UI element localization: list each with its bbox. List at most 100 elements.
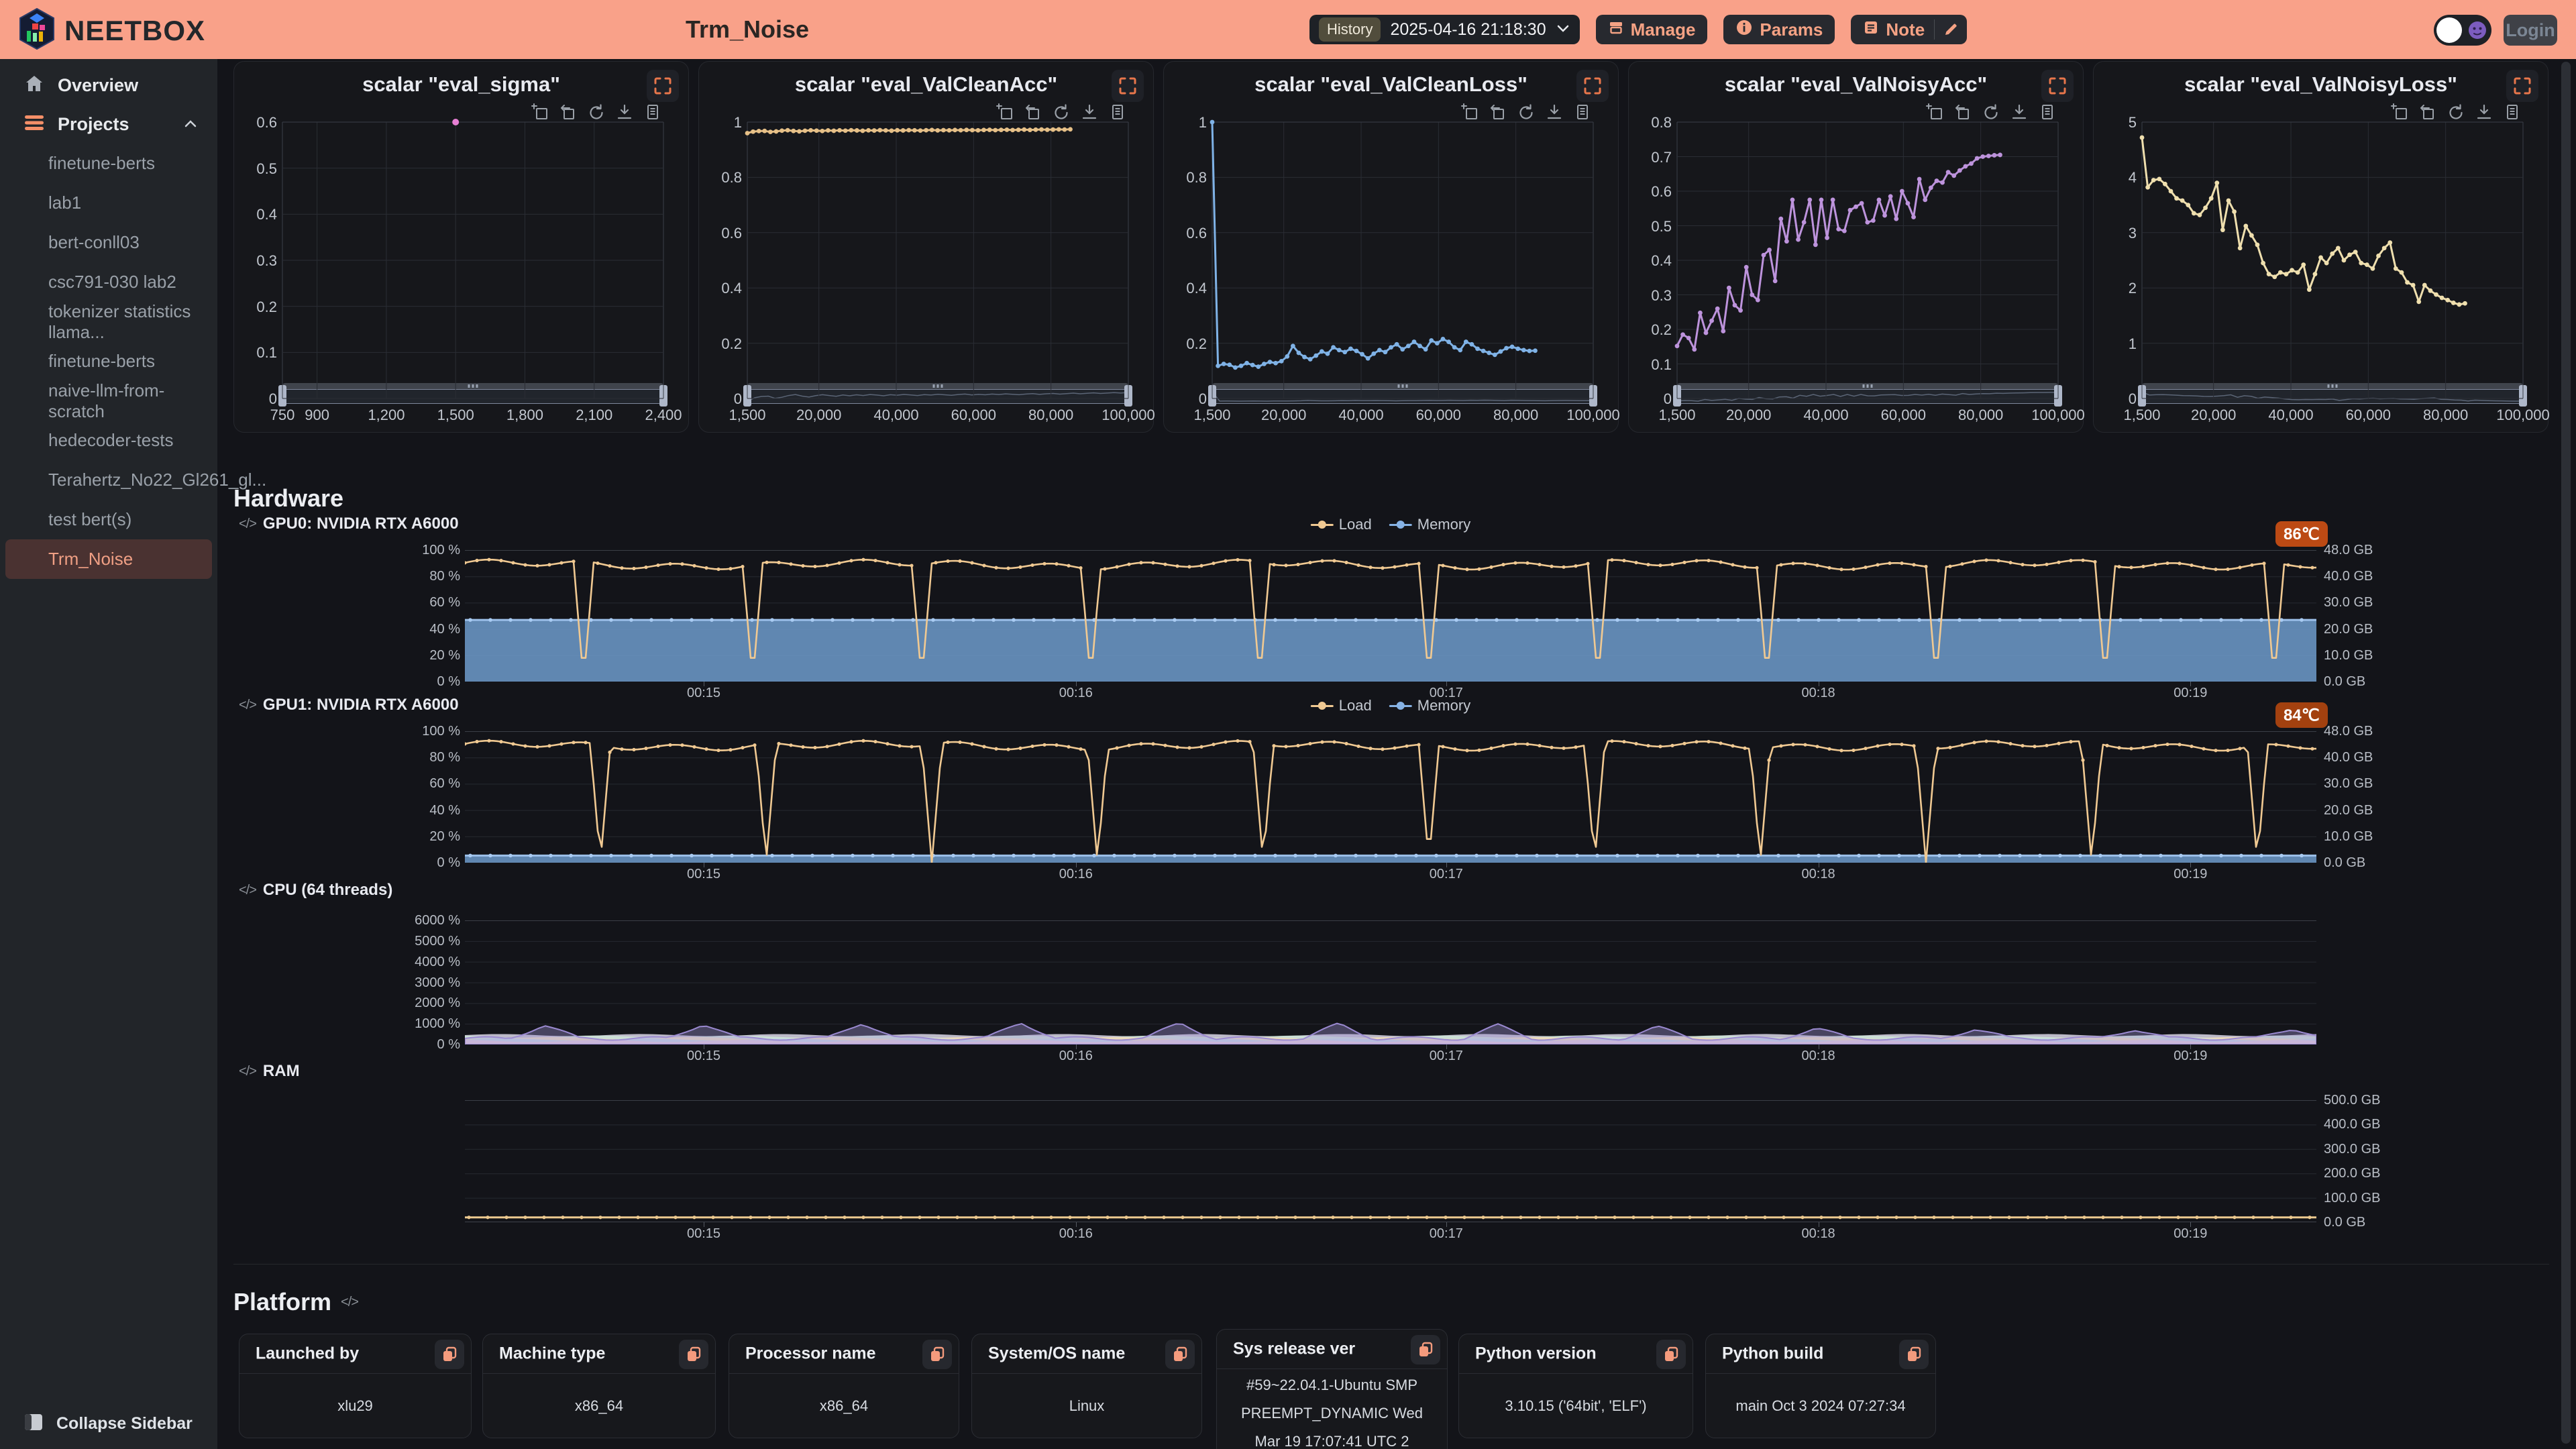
datazoom-slider[interactable] <box>1208 383 1597 407</box>
project-label: Terahertz_No22_Gl261_gl... <box>48 470 267 490</box>
zoom-select-icon[interactable] <box>531 103 549 124</box>
sidebar-project-item[interactable]: csc791-030 lab2 <box>0 262 217 302</box>
copy-button[interactable] <box>922 1340 952 1369</box>
datazoom-track[interactable] <box>747 383 1128 389</box>
project-label: Trm_Noise <box>48 549 133 569</box>
datazoom-handle-right[interactable] <box>1589 385 1597 407</box>
note-button[interactable]: Note <box>1851 19 1934 40</box>
datazoom-handle-left[interactable] <box>278 385 286 407</box>
history-dropdown[interactable]: History 2025-04-16 21:18:30 <box>1309 15 1580 44</box>
time-axis-label: 00:18 <box>1801 867 1835 881</box>
datazoom-handle-left[interactable] <box>2138 385 2146 407</box>
sidebar-project-item[interactable]: bert-conll03 <box>0 223 217 262</box>
copy-button[interactable] <box>1899 1340 1929 1369</box>
sidebar-project-item[interactable]: tokenizer statistics llama... <box>0 301 217 342</box>
datazoom-track[interactable] <box>1677 383 2058 389</box>
data-view-icon[interactable] <box>2039 103 2056 124</box>
datazoom-slider[interactable] <box>2138 383 2527 407</box>
zoom-reset-icon[interactable] <box>1024 103 1042 124</box>
sidebar-project-item[interactable]: lab1 <box>0 183 217 223</box>
zoom-select-icon[interactable] <box>996 103 1014 124</box>
sidebar-project-item[interactable]: hedecoder-tests <box>0 421 217 460</box>
copy-button[interactable] <box>679 1340 708 1369</box>
datazoom-window[interactable] <box>282 389 663 404</box>
maximize-button[interactable] <box>647 70 679 102</box>
copy-button[interactable] <box>435 1340 464 1369</box>
refresh-icon[interactable] <box>1982 103 2000 124</box>
datazoom-window[interactable] <box>1677 389 2058 404</box>
sidebar-project-item[interactable]: naive-llm-from-scratch <box>0 380 217 421</box>
copy-button[interactable] <box>1411 1335 1440 1364</box>
download-icon[interactable] <box>1546 103 1563 124</box>
manage-button[interactable]: Manage <box>1595 15 1708 44</box>
theme-toggle[interactable] <box>2434 15 2491 46</box>
y-axis-tick-label: 0.1 <box>256 344 277 362</box>
legend-item[interactable]: Load <box>1310 516 1372 533</box>
data-view-icon[interactable] <box>2504 103 2521 124</box>
x-axis-tick-label: 900 <box>305 407 329 423</box>
login-button[interactable]: Login <box>2504 15 2557 46</box>
zoom-reset-icon[interactable] <box>1489 103 1507 124</box>
sidebar-project-item[interactable]: finetune-berts <box>0 341 217 381</box>
datazoom-slider[interactable] <box>1673 383 2062 407</box>
refresh-icon[interactable] <box>2447 103 2465 124</box>
sidebar-project-item[interactable]: Trm_Noise <box>5 539 212 579</box>
download-icon[interactable] <box>1081 103 1098 124</box>
collapse-sidebar-button[interactable]: Collapse Sidebar <box>24 1413 193 1434</box>
zoom-reset-icon[interactable] <box>2419 103 2436 124</box>
refresh-icon[interactable] <box>1053 103 1070 124</box>
copy-button[interactable] <box>1656 1340 1686 1369</box>
sidebar-project-item[interactable]: test bert(s) <box>0 500 217 539</box>
datazoom-track[interactable] <box>2142 383 2523 389</box>
sidebar-item-overview[interactable]: Overview <box>0 66 217 105</box>
zoom-select-icon[interactable] <box>1461 103 1479 124</box>
legend-item[interactable]: Load <box>1310 697 1372 714</box>
chevron-up-icon[interactable] <box>182 116 199 132</box>
legend-item[interactable]: Memory <box>1389 697 1470 714</box>
y-axis-tick-label: 60 % <box>429 776 460 792</box>
legend-item[interactable]: Memory <box>1389 516 1470 533</box>
datazoom-slider[interactable] <box>278 383 667 407</box>
y-axis-tick-label: 3 <box>2128 224 2137 241</box>
datazoom-handle-left[interactable] <box>743 385 751 407</box>
maximize-button[interactable] <box>1576 70 1609 102</box>
datazoom-handle-right[interactable] <box>659 385 667 407</box>
sidebar-project-item[interactable]: finetune-berts <box>0 144 217 183</box>
datazoom-handle-right[interactable] <box>2519 385 2527 407</box>
y-axis-tick-label: 0 <box>2128 390 2137 407</box>
data-view-icon[interactable] <box>1574 103 1591 124</box>
params-button[interactable]: Params <box>1723 15 1835 44</box>
maximize-button[interactable] <box>1112 70 1144 102</box>
download-icon[interactable] <box>616 103 633 124</box>
maximize-button[interactable] <box>2041 70 2074 102</box>
datazoom-window[interactable] <box>747 389 1128 404</box>
copy-button[interactable] <box>1165 1340 1195 1369</box>
datazoom-track[interactable] <box>1212 383 1593 389</box>
datazoom-track[interactable] <box>282 383 663 389</box>
datazoom-window[interactable] <box>1212 389 1593 404</box>
maximize-button[interactable] <box>2506 70 2538 102</box>
refresh-icon[interactable] <box>588 103 605 124</box>
download-icon[interactable] <box>2010 103 2028 124</box>
download-icon[interactable] <box>2475 103 2493 124</box>
zoom-reset-icon[interactable] <box>1954 103 1972 124</box>
datazoom-handle-left[interactable] <box>1673 385 1681 407</box>
data-view-icon[interactable] <box>644 103 661 124</box>
page-scrollbar[interactable] <box>2561 62 2571 1444</box>
platform-card-value: #59~22.04.1-Ubuntu SMP PREEMPT_DYNAMIC W… <box>1241 1377 1423 1449</box>
datazoom-window[interactable] <box>2142 389 2523 404</box>
datazoom-handle-left[interactable] <box>1208 385 1216 407</box>
zoom-select-icon[interactable] <box>1926 103 1943 124</box>
sidebar-item-projects[interactable]: Projects <box>0 105 217 144</box>
datazoom-handle-right[interactable] <box>2054 385 2062 407</box>
x-axis-tick-label: 750 <box>270 407 295 423</box>
sidebar-project-item[interactable]: Terahertz_No22_Gl261_gl... <box>0 460 266 500</box>
edit-note-button[interactable] <box>1935 21 1967 38</box>
datazoom-handle-right[interactable] <box>1124 385 1132 407</box>
data-view-icon[interactable] <box>1109 103 1126 124</box>
zoom-reset-icon[interactable] <box>559 103 577 124</box>
datazoom-slider[interactable] <box>743 383 1132 407</box>
zoom-select-icon[interactable] <box>2391 103 2408 124</box>
refresh-icon[interactable] <box>1517 103 1535 124</box>
brand[interactable]: NEETBOX <box>19 7 205 53</box>
